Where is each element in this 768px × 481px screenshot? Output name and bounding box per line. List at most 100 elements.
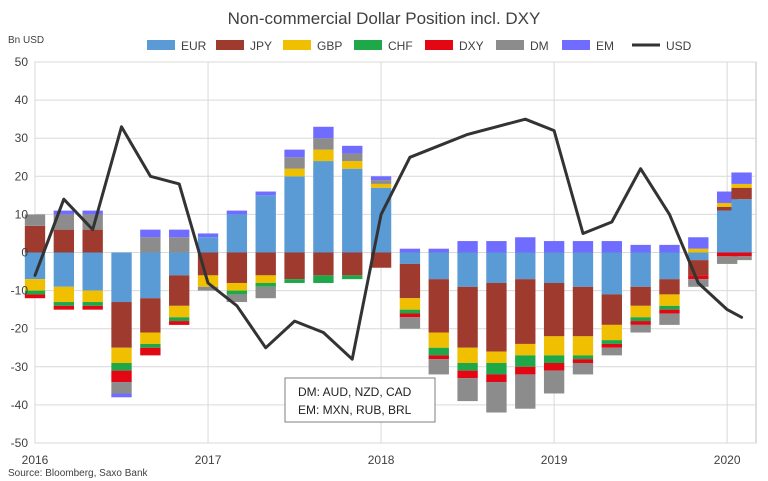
bar-dm-2020-01 — [716, 256, 738, 264]
bar-dxy-2018-05 — [428, 355, 449, 360]
bar-em-2018-07 — [457, 241, 478, 253]
bar-gbp-2018-03 — [399, 298, 421, 310]
bar-em-2018-11 — [515, 237, 536, 253]
bar-chf-2016-01 — [24, 290, 46, 295]
bar-dxy-2016-01 — [24, 294, 46, 299]
bar-dxy-2016-09 — [140, 347, 161, 356]
bar-jpy-2016-01 — [24, 225, 46, 253]
x-tick-2020: 2020 — [714, 453, 741, 467]
bar-eur-2019-11 — [688, 252, 709, 261]
legend-label-usd: USD — [666, 39, 692, 53]
bar-chf-2018-03 — [399, 309, 421, 314]
bar-dm-2019-07 — [630, 324, 651, 333]
bar-jpy-2016-11 — [169, 275, 190, 306]
bar-dm-2017-09 — [313, 138, 334, 150]
bar-gbp-2017-05 — [255, 275, 276, 283]
bar-eur-2016-11 — [169, 252, 190, 276]
legend-swatch-dm — [496, 40, 524, 50]
bar-dxy-2019-03 — [572, 359, 594, 363]
bar-gbp-2019-03 — [572, 336, 594, 356]
x-tick-2016: 2016 — [22, 453, 49, 467]
bar-eur-2019-05 — [601, 252, 622, 295]
bar-jpy-2019-05 — [601, 294, 622, 325]
legend-swatch-eur — [147, 40, 175, 50]
bar-eur-2016-09 — [140, 252, 161, 299]
bar-jpy-2018-01 — [370, 252, 392, 268]
legend: EUR JPY GBP CHF DXY DM EM USD — [147, 39, 692, 53]
bar-dm-2020-02 — [731, 256, 752, 261]
bar-gbp-2018-07 — [457, 347, 478, 363]
bar-dxy-2020-02 — [731, 252, 752, 257]
bar-dxy-2016-11 — [169, 321, 190, 325]
usd-line-layer — [33, 117, 744, 361]
bar-dm-2016-01 — [24, 214, 46, 226]
bar-jpy-2019-03 — [572, 286, 594, 337]
bar-dm-2017-03 — [226, 294, 248, 303]
bar-chf-2018-07 — [457, 362, 478, 371]
y-tick--20: -20 — [11, 322, 29, 336]
bar-eur-2019-03 — [572, 252, 594, 287]
y-tick--10: -10 — [11, 284, 29, 298]
bar-em-2017-03 — [226, 210, 248, 215]
bar-gbp-2018-11 — [515, 343, 536, 356]
bar-dxy-2019-09 — [659, 309, 680, 314]
bar-em-2016-07 — [111, 393, 132, 398]
bar-jpy-2018-09 — [486, 282, 507, 352]
bar-jpy-2016-05 — [82, 229, 103, 253]
bar-chf-2019-01 — [543, 355, 565, 363]
bar-jpy-2017-11 — [342, 252, 363, 276]
bar-eur-2016-03 — [53, 252, 75, 287]
legend-swatch-em — [562, 40, 590, 50]
bar-eur-2019-09 — [659, 252, 680, 280]
bar-jpy-2017-05 — [255, 252, 276, 276]
bar-dm-2017-01 — [197, 286, 219, 291]
bar-series — [24, 126, 752, 413]
bar-gbp-2017-07 — [284, 168, 305, 177]
bar-eur-2018-03 — [399, 252, 421, 264]
annotation-em-text: EM: MXN, RUB, BRL — [298, 403, 412, 417]
bar-chf-2016-11 — [169, 317, 190, 322]
y-tick-0: 0 — [21, 246, 28, 260]
bar-gbp-2016-07 — [111, 347, 132, 363]
bar-eur-2018-11 — [515, 252, 536, 280]
bar-jpy-2019-01 — [543, 282, 565, 337]
y-tick-30: 30 — [15, 131, 29, 145]
y-tick-10: 10 — [15, 207, 29, 221]
legend-swatch-jpy — [216, 40, 244, 50]
bar-eur-2018-09 — [486, 252, 507, 283]
bar-jpy-2016-07 — [111, 302, 132, 348]
bar-jpy-2017-03 — [226, 252, 248, 283]
y-tick--50: -50 — [11, 436, 29, 450]
bar-chf-2017-09 — [313, 275, 334, 283]
bar-dxy-2019-07 — [630, 321, 651, 325]
bar-dxy-2019-05 — [601, 343, 622, 348]
legend-label-chf: CHF — [388, 39, 413, 53]
bar-eur-2016-07 — [111, 252, 132, 303]
legend-label-em: EM — [596, 39, 614, 53]
bar-eur-2020-02 — [731, 199, 752, 253]
bar-gbp-2020-02 — [731, 183, 752, 188]
bar-eur-2019-07 — [630, 252, 651, 287]
bar-eur-2017-07 — [284, 176, 305, 253]
legend-label-eur: EUR — [181, 39, 207, 53]
bar-chf-2019-05 — [601, 340, 622, 344]
bar-gbp-2017-11 — [342, 161, 363, 169]
bar-chf-2019-09 — [659, 305, 680, 310]
bar-jpy-2019-09 — [659, 279, 680, 295]
bar-dm-2016-09 — [140, 237, 161, 253]
bar-em-2019-03 — [572, 241, 594, 253]
bar-dm-2018-01 — [370, 180, 392, 184]
usd-line — [33, 117, 744, 361]
bar-gbp-2019-11 — [688, 248, 709, 253]
bar-dxy-2016-03 — [53, 305, 75, 310]
bar-eur-2017-05 — [255, 195, 276, 253]
bar-em-2017-07 — [284, 149, 305, 158]
bar-dm-2019-05 — [601, 347, 622, 356]
bar-jpy-2017-09 — [313, 252, 334, 276]
bar-jpy-2020-01 — [716, 206, 738, 211]
bar-gbp-2019-01 — [543, 336, 565, 356]
bar-eur-2018-05 — [428, 252, 449, 280]
y-tick--40: -40 — [11, 398, 29, 412]
bar-eur-2017-11 — [342, 168, 363, 253]
legend-label-gbp: GBP — [317, 39, 342, 53]
